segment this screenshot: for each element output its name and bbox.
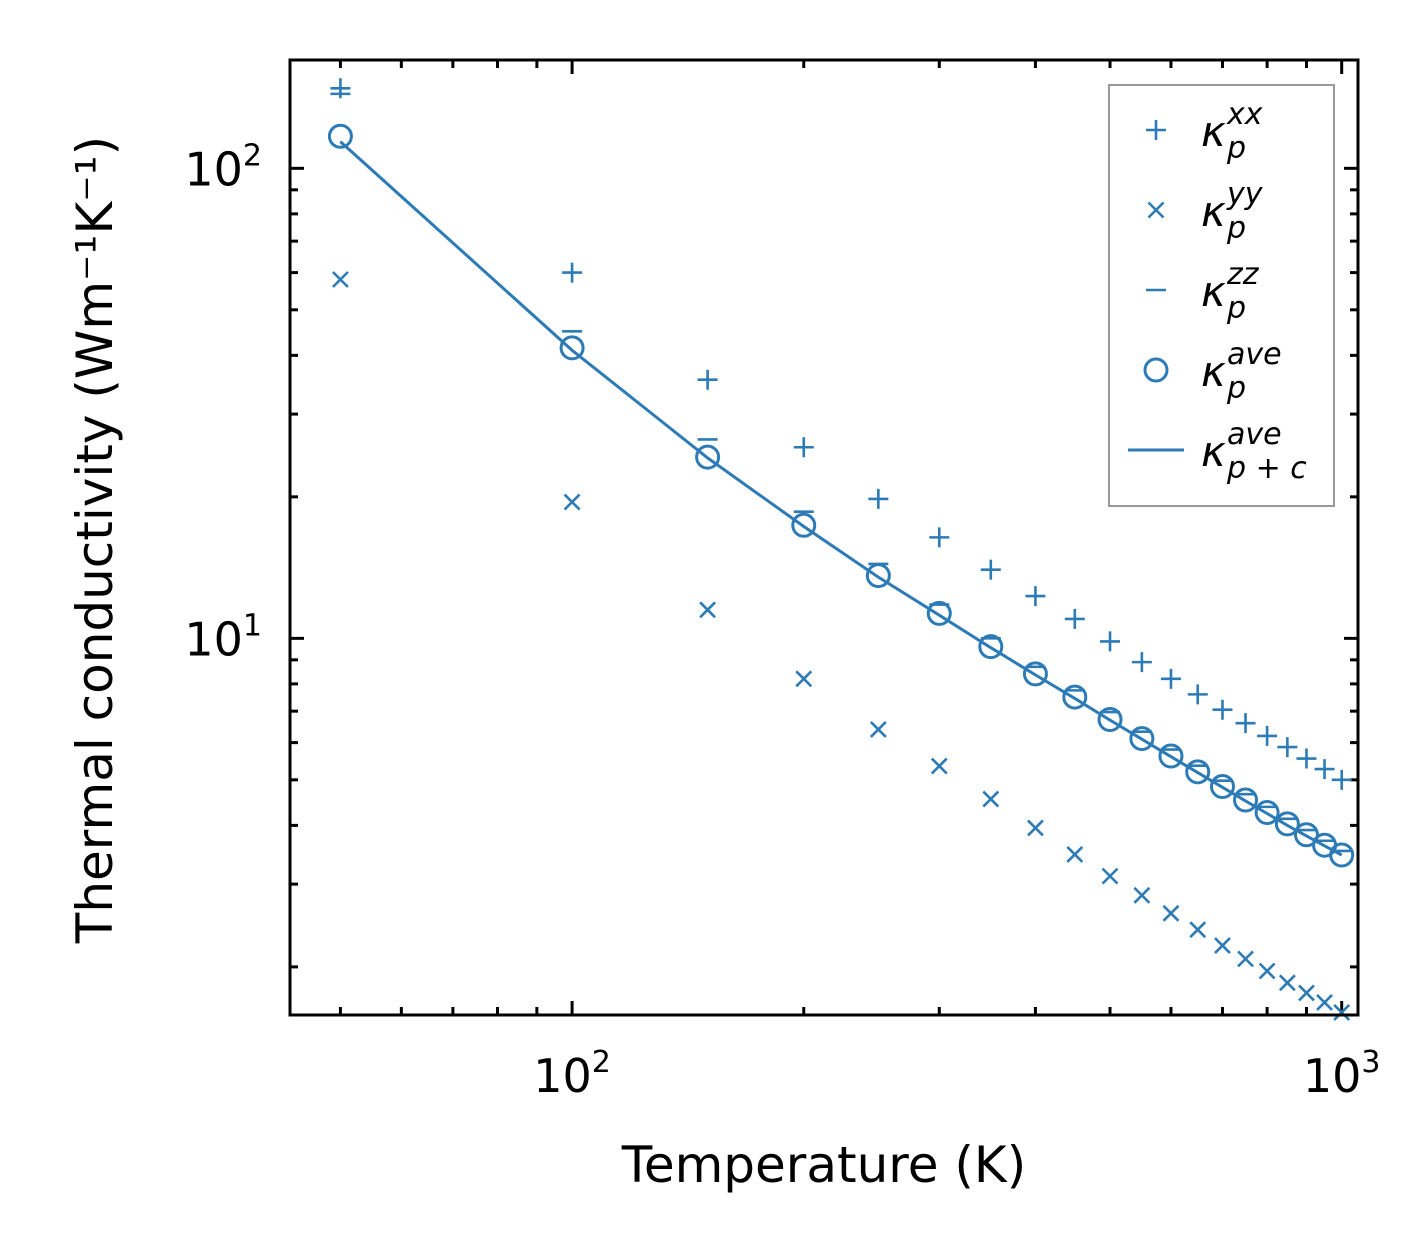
legend-label-sup: zz [1226,257,1260,292]
data-point [1100,631,1121,652]
data-point [869,721,887,738]
data-point [327,123,353,149]
data-point [868,488,889,509]
data-point [1187,684,1208,705]
data-point [1189,921,1207,939]
data-point [1214,937,1231,954]
data-point [1258,962,1276,980]
data-point [1027,819,1044,837]
legend-label-sub: p [1226,291,1246,326]
data-point [1257,725,1278,746]
legend-label-sub: p [1226,131,1246,166]
data-point [1066,845,1084,863]
data-point [793,437,814,458]
y-tick-label: 101 [184,608,262,666]
data-point [562,262,583,283]
data-point [1333,1004,1351,1021]
data-point [697,369,718,390]
data-point [1209,773,1235,799]
x-axis-title: Temperature (K) [621,1136,1026,1194]
y-axis-title: Thermal conductivity (Wm⁻¹K⁻¹) [66,136,124,944]
data-point [1131,652,1152,673]
legend-label: κ [1201,347,1226,396]
legend-marker [1146,120,1166,140]
data-point [1331,769,1352,790]
legend-label-sub: p [1226,211,1246,246]
legend-label-sup: xx [1226,97,1263,132]
data-point [1129,726,1155,752]
plot-frame [288,58,1360,1017]
series-x [331,271,1351,1021]
data-point [1298,984,1315,1002]
data-point [1212,699,1233,720]
data-point [791,512,817,538]
data-point [1064,608,1085,629]
series-circle [327,123,1355,868]
data-point [865,563,891,589]
data-point [1278,974,1296,992]
legend-label-sup: yy [1226,177,1264,212]
data-point [978,634,1004,660]
data-point [1254,800,1280,826]
series-line-path [339,140,1343,857]
y-tick-label: 102 [184,138,262,196]
data-point [1022,661,1048,687]
data-point [695,444,721,470]
data-point [1160,668,1181,689]
legend-label-sub: p + c [1226,451,1307,486]
legend-marker [1147,201,1165,219]
legend-label: κ [1201,187,1226,236]
data-point [930,757,948,775]
data-point [699,601,717,619]
data-point [1185,759,1211,785]
data-point [795,670,813,688]
series-line [339,140,1343,857]
legend-marker [1143,357,1169,383]
data-point [1274,811,1300,837]
data-point [1329,842,1355,868]
legend-label: κ [1201,267,1226,316]
data-point [1277,737,1298,758]
data-point [929,527,950,548]
legend-label: κ [1201,427,1226,476]
data-point [330,78,351,99]
data-point [1293,822,1319,848]
x-tick-label: 103 [1303,1045,1381,1103]
data-point [980,559,1001,580]
data-point [1062,684,1088,710]
data-point [1097,706,1123,732]
data-point [1162,904,1180,922]
data-point [1025,586,1046,607]
tick-labels: 102 103 101 102 [184,138,1380,1103]
data-point [563,493,581,511]
data-point [1101,867,1119,885]
data-point [1296,748,1317,769]
data-point [1237,950,1254,968]
data-point [559,335,585,361]
legend-label-sub: p [1226,371,1246,406]
legend-label-sup: ave [1227,337,1282,372]
legend-label: κ [1201,107,1226,156]
x-tick-label: 102 [533,1045,611,1103]
data-point [1314,759,1335,780]
data-point [1133,886,1151,904]
series-plus [330,78,1352,790]
data-point [1158,743,1184,769]
plot-area [327,78,1355,1021]
data-point [1316,994,1333,1011]
data-point [926,600,952,626]
legend-label-sup: ave [1227,417,1282,452]
data-point [331,271,349,288]
data-point [982,790,1000,808]
data-point [1233,787,1259,813]
legend-box [1108,84,1335,507]
data-point [1235,713,1256,734]
